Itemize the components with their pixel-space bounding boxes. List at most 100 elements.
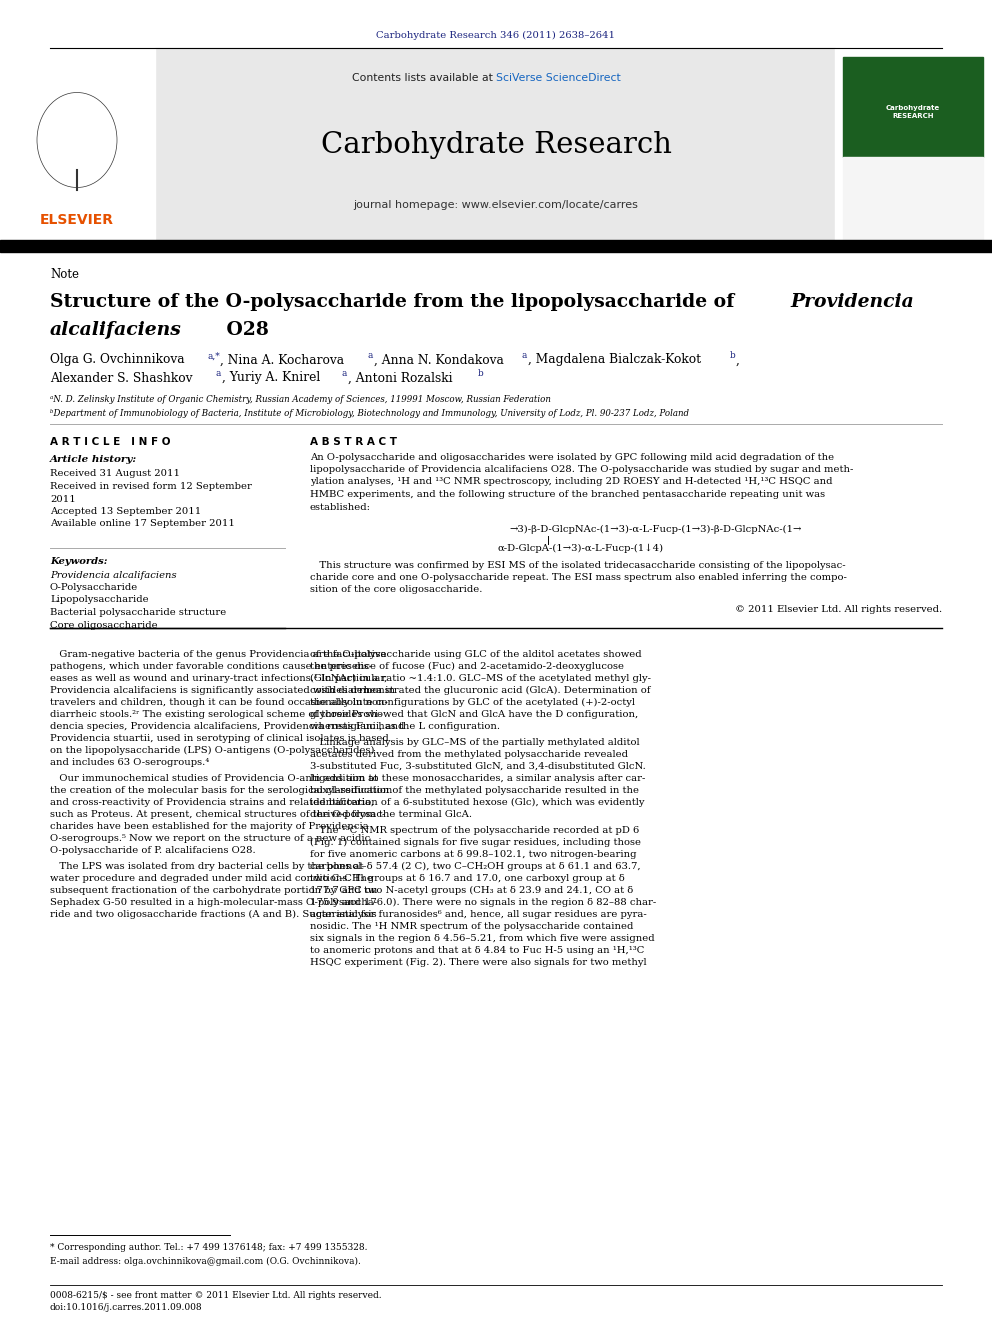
Text: acteristic for furanosides⁶ and, hence, all sugar residues are pyra-: acteristic for furanosides⁶ and, hence, …	[310, 910, 647, 919]
Text: pathogens, which under favorable conditions cause enteric dis-: pathogens, which under favorable conditi…	[50, 662, 372, 671]
Bar	[843, 57, 983, 157]
Text: Providencia alcalifaciens is significantly associated with diarrhea in: Providencia alcalifaciens is significant…	[50, 687, 395, 695]
Text: , Anna N. Kondakova: , Anna N. Kondakova	[374, 353, 504, 366]
Text: dencia species, Providencia alcalifaciens, Providencia rustigianii, and: dencia species, Providencia alcalifacien…	[50, 722, 405, 732]
Text: O28: O28	[220, 321, 269, 339]
Text: alcalifaciens: alcalifaciens	[50, 321, 182, 339]
Text: nosidic. The ¹H NMR spectrum of the polysaccharide contained: nosidic. The ¹H NMR spectrum of the poly…	[310, 922, 633, 931]
Text: Linkage analysis by GLC–MS of the partially methylated alditol: Linkage analysis by GLC–MS of the partia…	[310, 738, 640, 747]
Text: Sephadex G-50 resulted in a high-molecular-mass O-polysaccha-: Sephadex G-50 resulted in a high-molecul…	[50, 898, 377, 908]
Text: charides have been established for the majority of Providencia: charides have been established for the m…	[50, 822, 369, 831]
Text: established:: established:	[310, 503, 371, 512]
Text: of the O-polysaccharide using GLC of the alditol acetates showed: of the O-polysaccharide using GLC of the…	[310, 650, 642, 659]
Text: ride and two oligosaccharide fractions (A and B). Sugar analysis: ride and two oligosaccharide fractions (…	[50, 910, 377, 919]
Text: a: a	[216, 369, 221, 378]
Text: sition of the core oligosaccharide.: sition of the core oligosaccharide.	[310, 586, 482, 594]
Text: Olga G. Ovchinnikova: Olga G. Ovchinnikova	[50, 353, 185, 366]
Text: lipopolysaccharide of Providencia alcalifaciens O28. The O-polysaccharide was st: lipopolysaccharide of Providencia alcali…	[310, 464, 853, 474]
Text: (Fig. 1) contained signals for five sugar residues, including those: (Fig. 1) contained signals for five suga…	[310, 837, 641, 847]
Bar	[0, 48, 155, 239]
Text: ylation analyses, ¹H and ¹³C NMR spectroscopy, including 2D ROESY and H-detected: ylation analyses, ¹H and ¹³C NMR spectro…	[310, 478, 832, 487]
Text: Our immunochemical studies of Providencia O-antigens aim at: Our immunochemical studies of Providenci…	[50, 774, 378, 783]
Text: E-mail address: olga.ovchinnikova@gmail.com (O.G. Ovchinnikova).: E-mail address: olga.ovchinnikova@gmail.…	[50, 1257, 361, 1266]
Text: acetates derived from the methylated polysaccharide revealed: acetates derived from the methylated pol…	[310, 750, 628, 759]
Bar	[155, 48, 835, 239]
Text: The LPS was isolated from dry bacterial cells by the phenol–: The LPS was isolated from dry bacterial …	[50, 863, 366, 871]
Text: 3-substituted Fuc, 3-substituted GlcN, and 3,4-disubstituted GlcN.: 3-substituted Fuc, 3-substituted GlcN, a…	[310, 762, 646, 771]
Text: , Nina A. Kocharova: , Nina A. Kocharova	[220, 353, 344, 366]
Text: a,*: a,*	[208, 352, 221, 360]
Text: Providencia: Providencia	[790, 292, 914, 311]
Text: a: a	[522, 352, 528, 360]
Text: ᵇDepartment of Immunobiology of Bacteria, Institute of Microbiology, Biotechnolo: ᵇDepartment of Immunobiology of Bacteria…	[50, 409, 689, 418]
Text: Note: Note	[50, 267, 79, 280]
Text: Article history:: Article history:	[50, 455, 137, 464]
Text: b: b	[478, 369, 484, 378]
Text: six signals in the region δ 4.56–5.21, from which five were assigned: six signals in the region δ 4.56–5.21, f…	[310, 934, 655, 943]
Text: two C–CH₃ groups at δ 16.7 and 17.0, one carboxyl group at δ: two C–CH₃ groups at δ 16.7 and 17.0, one…	[310, 875, 625, 882]
Text: Carbohydrate Research: Carbohydrate Research	[320, 131, 672, 159]
Text: A B S T R A C T: A B S T R A C T	[310, 437, 397, 447]
Text: doi:10.1016/j.carres.2011.09.008: doi:10.1016/j.carres.2011.09.008	[50, 1303, 202, 1312]
Text: boxyl-reduction of the methylated polysaccharide resulted in the: boxyl-reduction of the methylated polysa…	[310, 786, 639, 795]
Text: Accepted 13 September 2011: Accepted 13 September 2011	[50, 507, 201, 516]
Text: , Yuriy A. Knirel: , Yuriy A. Knirel	[222, 372, 320, 385]
Text: charide core and one O-polysaccharide repeat. The ESI mass spectrum also enabled: charide core and one O-polysaccharide re…	[310, 573, 847, 582]
Text: →3)-β-D-GlcpNAc-(1→3)-α-L-Fucp-(1→3)-β-D-GlcpNAc-(1→: →3)-β-D-GlcpNAc-(1→3)-α-L-Fucp-(1→3)-β-D…	[510, 524, 803, 533]
Text: O-Polysaccharide: O-Polysaccharide	[50, 583, 138, 591]
Text: for five anomeric carbons at δ 99.8–102.1, two nitrogen-bearing: for five anomeric carbons at δ 99.8–102.…	[310, 849, 637, 859]
Text: whereas Fuc has the L configuration.: whereas Fuc has the L configuration.	[310, 722, 500, 732]
Text: (GlcNAc) in a ratio ~1.4:1.0. GLC–MS of the acetylated methyl gly-: (GlcNAc) in a ratio ~1.4:1.0. GLC–MS of …	[310, 673, 651, 683]
Text: travelers and children, though it can be found occasionally in non-: travelers and children, though it can be…	[50, 699, 388, 706]
Text: a: a	[368, 352, 373, 360]
Text: A R T I C L E   I N F O: A R T I C L E I N F O	[50, 437, 171, 447]
Text: HSQC experiment (Fig. 2). There were also signals for two methyl: HSQC experiment (Fig. 2). There were als…	[310, 958, 647, 967]
Text: ,: ,	[736, 353, 740, 366]
Text: 0008-6215/$ - see front matter © 2011 Elsevier Ltd. All rights reserved.: 0008-6215/$ - see front matter © 2011 El…	[50, 1291, 382, 1301]
Text: Providencia alcalifaciens: Providencia alcalifaciens	[50, 570, 177, 579]
Text: cosides demonstrated the glucuronic acid (GlcA). Determination of: cosides demonstrated the glucuronic acid…	[310, 687, 651, 695]
Text: eases as well as wound and urinary-tract infections.¹ In particular,: eases as well as wound and urinary-tract…	[50, 673, 387, 683]
Text: O-serogroups.⁵ Now we report on the structure of a new acidic: O-serogroups.⁵ Now we report on the stru…	[50, 833, 370, 843]
Text: such as Proteus. At present, chemical structures of the O-polysac-: such as Proteus. At present, chemical st…	[50, 810, 385, 819]
Text: SciVerse ScienceDirect: SciVerse ScienceDirect	[496, 73, 621, 83]
Text: to anomeric protons and that at δ 4.84 to Fuc H-5 using an ¹H,¹³C: to anomeric protons and that at δ 4.84 t…	[310, 946, 645, 955]
Text: Providencia stuartii, used in serotyping of clinical isolates is based: Providencia stuartii, used in serotyping…	[50, 734, 389, 744]
Text: Alexander S. Shashkov: Alexander S. Shashkov	[50, 372, 192, 385]
Text: Received in revised form 12 September: Received in revised form 12 September	[50, 482, 252, 491]
Text: 177.7 and two N-acetyl groups (CH₃ at δ 23.9 and 24.1, CO at δ: 177.7 and two N-acetyl groups (CH₃ at δ …	[310, 886, 633, 896]
Text: Keywords:: Keywords:	[50, 557, 107, 566]
Text: ELSEVIER: ELSEVIER	[40, 213, 114, 228]
Text: Contents lists available at: Contents lists available at	[351, 73, 496, 83]
Text: * Corresponding author. Tel.: +7 499 1376148; fax: +7 499 1355328.: * Corresponding author. Tel.: +7 499 137…	[50, 1244, 367, 1253]
Text: HMBC experiments, and the following structure of the branched pentasaccharide re: HMBC experiments, and the following stru…	[310, 490, 825, 499]
Text: the absolute configurations by GLC of the acetylated (+)-2-octyl: the absolute configurations by GLC of th…	[310, 699, 635, 706]
Text: glycosides showed that GlcN and GlcA have the D configuration,: glycosides showed that GlcN and GlcA hav…	[310, 710, 638, 718]
Text: Core oligosaccharide: Core oligosaccharide	[50, 620, 158, 630]
Text: An O-polysaccharide and oligosaccharides were isolated by GPC following mild aci: An O-polysaccharide and oligosaccharides…	[310, 452, 834, 462]
Text: the creation of the molecular basis for the serological classification: the creation of the molecular basis for …	[50, 786, 393, 795]
Text: b: b	[730, 352, 736, 360]
Text: and cross-reactivity of Providencia strains and related bacteria,: and cross-reactivity of Providencia stra…	[50, 798, 374, 807]
Text: Lipopolysaccharide: Lipopolysaccharide	[50, 595, 149, 605]
Text: 2011: 2011	[50, 495, 75, 504]
Text: Bacterial polysaccharide structure: Bacterial polysaccharide structure	[50, 609, 226, 617]
Text: 175.9 and 176.0). There were no signals in the region δ 82–88 char-: 175.9 and 176.0). There were no signals …	[310, 898, 657, 908]
Text: subsequent fractionation of the carbohydrate portion by GPC on: subsequent fractionation of the carbohyd…	[50, 886, 377, 894]
Text: the presence of fucose (Fuc) and 2-acetamido-2-deoxyglucose: the presence of fucose (Fuc) and 2-aceta…	[310, 662, 624, 671]
Text: α-D-GlcpA-(1→3)-α-L-Fucp-(1↓4): α-D-GlcpA-(1→3)-α-L-Fucp-(1↓4)	[498, 544, 664, 553]
Text: This structure was confirmed by ESI MS of the isolated tridecasaccharide consist: This structure was confirmed by ESI MS o…	[310, 561, 845, 569]
Text: , Magdalena Bialczak-Kokot: , Magdalena Bialczak-Kokot	[528, 353, 701, 366]
Text: Carbohydrate
RESEARCH: Carbohydrate RESEARCH	[886, 106, 940, 119]
Text: , Antoni Rozalski: , Antoni Rozalski	[348, 372, 452, 385]
Text: identification of a 6-substituted hexose (Glc), which was evidently: identification of a 6-substituted hexose…	[310, 798, 645, 807]
Text: diarrheic stools.²ʳ The existing serological scheme of three Provi-: diarrheic stools.²ʳ The existing serolog…	[50, 710, 382, 718]
Text: Carbohydrate Research 346 (2011) 2638–2641: Carbohydrate Research 346 (2011) 2638–26…	[377, 30, 615, 40]
Text: ᵃN. D. Zelinsky Institute of Organic Chemistry, Russian Academy of Sciences, 119: ᵃN. D. Zelinsky Institute of Organic Che…	[50, 396, 551, 405]
Text: water procedure and degraded under mild acid conditions. The: water procedure and degraded under mild …	[50, 875, 373, 882]
Text: derived from the terminal GlcA.: derived from the terminal GlcA.	[310, 810, 472, 819]
Text: a: a	[342, 369, 347, 378]
Bar	[835, 48, 992, 239]
Text: © 2011 Elsevier Ltd. All rights reserved.: © 2011 Elsevier Ltd. All rights reserved…	[735, 606, 942, 614]
Text: journal homepage: www.elsevier.com/locate/carres: journal homepage: www.elsevier.com/locat…	[353, 200, 639, 210]
